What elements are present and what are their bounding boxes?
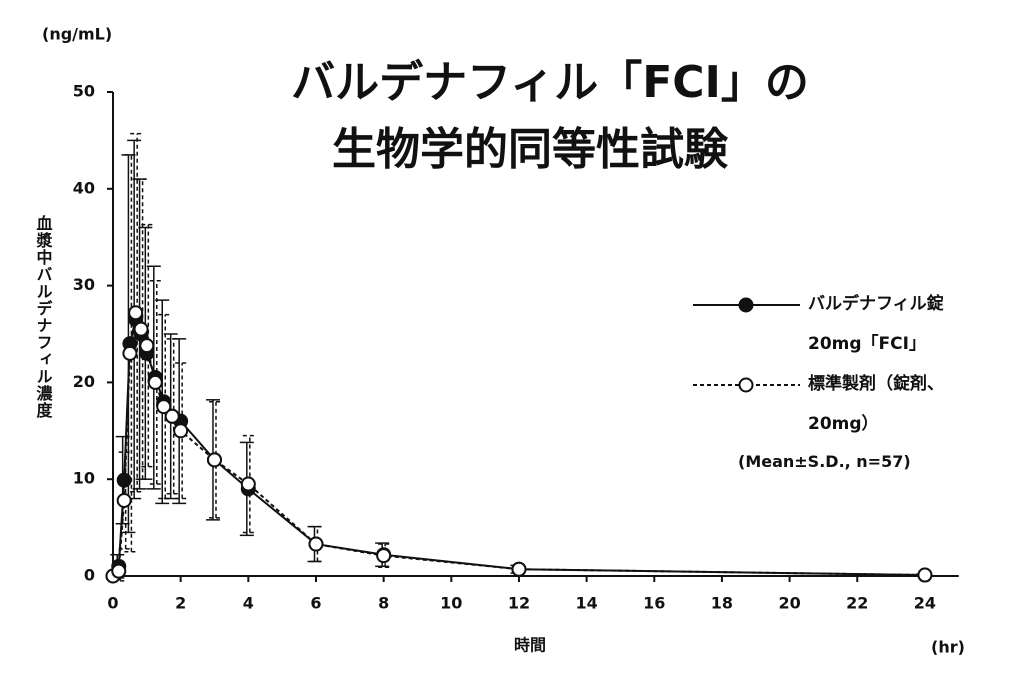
series-line: [112, 316, 925, 577]
legend-label: 標準製剤（錠剤、20mg）: [808, 374, 944, 434]
chart-title: 生物学的同等性試験: [332, 124, 729, 175]
x-tick-label: 0: [107, 594, 118, 613]
y-tick-label: 30: [73, 275, 95, 294]
marker: [147, 374, 163, 390]
y-tick-label: 20: [73, 372, 95, 391]
x-tick-label: 2: [175, 594, 186, 613]
x-tick-label: 12: [508, 594, 530, 613]
legend-marker: [738, 377, 754, 393]
x-tick-label: 10: [440, 594, 462, 613]
legend-marker: [738, 297, 754, 313]
y-tick-label: 50: [73, 82, 95, 101]
marker: [173, 423, 189, 439]
marker: [917, 567, 933, 583]
y-tick-label: 0: [84, 566, 95, 585]
marker: [240, 476, 256, 492]
y-tick-label: 40: [73, 178, 95, 197]
y-unit: (ng/mL): [42, 25, 112, 44]
y-axis-label: 血漿中バルデナフィル濃度: [34, 214, 54, 419]
x-tick-label: 14: [575, 594, 597, 613]
marker: [116, 492, 132, 508]
x-unit: (hr): [931, 638, 965, 657]
marker: [206, 452, 222, 468]
marker: [122, 345, 138, 361]
marker: [116, 472, 132, 488]
x-tick-label: 18: [711, 594, 733, 613]
legend-label: バルデナフィル錠 20mg「FCI」: [808, 294, 944, 354]
x-tick-label: 24: [914, 594, 936, 613]
marker: [376, 548, 392, 564]
x-tick-label: 6: [310, 594, 321, 613]
marker: [111, 563, 127, 579]
marker: [156, 399, 172, 415]
annotation: (Mean±S.D., n=57): [738, 452, 911, 471]
marker: [139, 338, 155, 354]
marker: [164, 408, 180, 424]
marker: [308, 536, 324, 552]
x-tick-label: 22: [846, 594, 868, 613]
x-tick-label: 4: [243, 594, 254, 613]
x-tick-label: 8: [378, 594, 389, 613]
x-tick-label: 16: [643, 594, 665, 613]
marker: [133, 321, 149, 337]
marker: [128, 305, 144, 321]
y-tick-label: 10: [73, 469, 95, 488]
marker: [511, 561, 527, 577]
x-tick-label: 20: [778, 594, 800, 613]
series-line: [112, 312, 925, 577]
x-axis-label: 時間: [514, 636, 546, 655]
chart-title: バルデナフィル「FCI」の: [291, 57, 809, 108]
